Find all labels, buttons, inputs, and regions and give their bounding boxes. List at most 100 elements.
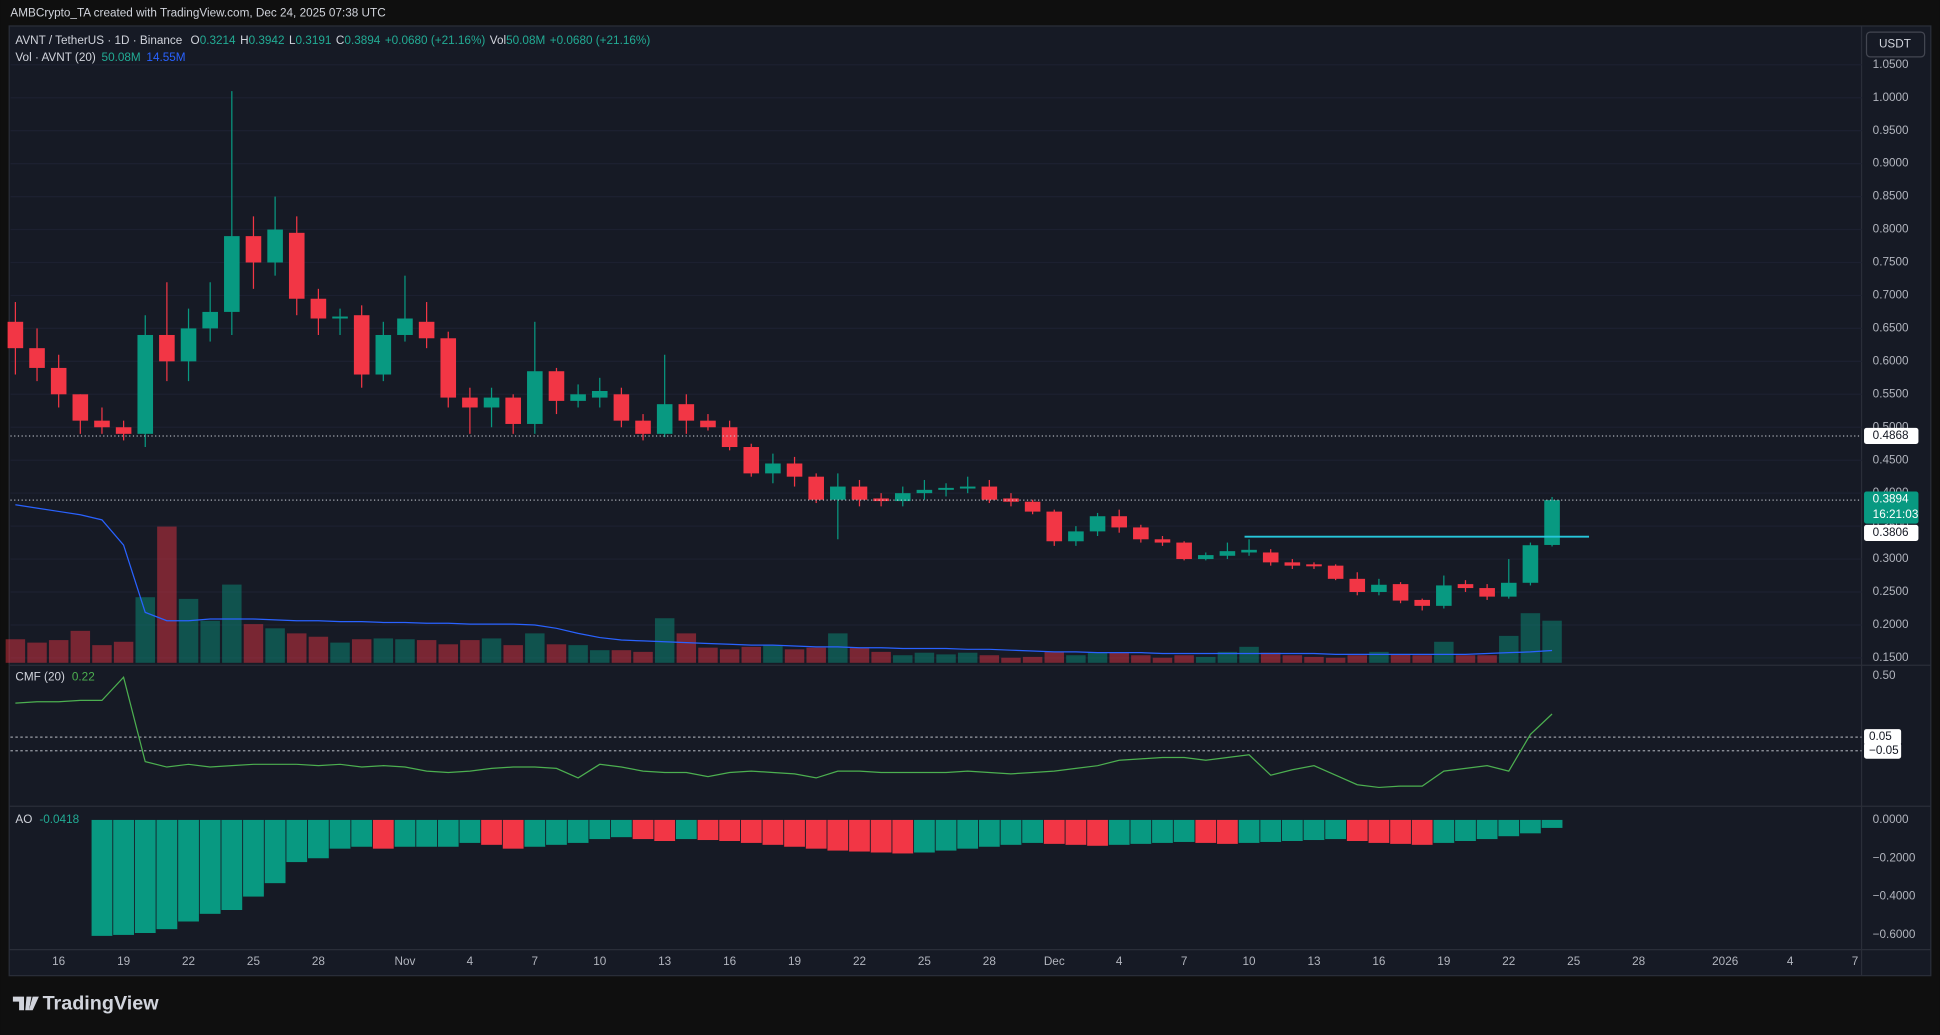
volume-bar	[1217, 651, 1238, 663]
candle-body	[765, 463, 781, 474]
ao-bar	[1281, 819, 1303, 841]
ao-bar	[459, 819, 481, 843]
cmf-tick-label: 0.50	[1873, 669, 1896, 682]
volume-bar	[1022, 656, 1043, 663]
candle-body	[1068, 531, 1084, 542]
candle-body	[894, 493, 911, 502]
volume-bar	[1477, 655, 1497, 663]
y-tick-label: 0.6500	[1873, 321, 1909, 334]
brand: TradingView	[43, 992, 160, 1014]
volume-bar	[1325, 657, 1346, 663]
ao-bar	[849, 819, 870, 852]
y-tick-label: 0.1500	[1873, 651, 1909, 664]
volume-bar	[200, 620, 220, 663]
ao-bar	[675, 819, 697, 840]
candle-body	[1306, 564, 1322, 567]
volume-bar	[438, 644, 458, 663]
candle-body	[1436, 585, 1452, 606]
volume-bar	[1196, 656, 1216, 663]
volume-bar	[1455, 655, 1476, 663]
ao-bar	[1217, 819, 1238, 844]
legend-main: AVNT / TetherUS · 1D · Binance O0.3214 H…	[15, 34, 650, 47]
y-tick-label: 0.6000	[1873, 354, 1909, 367]
ao-bar	[827, 819, 849, 851]
y-tick-label: 0.7500	[1873, 256, 1909, 269]
legend-low: 0.3191	[296, 34, 332, 47]
y-tick-label: 1.0000	[1873, 91, 1909, 104]
candle-body	[1241, 549, 1257, 553]
cmf-level-label: 0.05	[1869, 730, 1892, 743]
x-tick-label: 28	[983, 955, 997, 968]
volume-bar	[1044, 651, 1065, 663]
candle-body	[635, 420, 651, 434]
candle-body	[332, 316, 348, 319]
ao-bar	[1498, 819, 1520, 837]
price-label-box	[1864, 491, 1919, 524]
legend-change: +0.0680 (+21.16%)	[550, 34, 651, 47]
candle-body	[462, 397, 478, 408]
ao-bar	[632, 819, 654, 840]
x-tick-label: 16	[52, 955, 66, 968]
candle-body	[224, 236, 240, 312]
x-tick-label: Nov	[395, 955, 416, 968]
volume-bar	[698, 647, 718, 663]
volume-bar	[1001, 657, 1021, 663]
ao-bar	[329, 819, 351, 849]
candle-body	[851, 486, 868, 500]
y-tick-label: 0.5500	[1873, 387, 1909, 400]
currency-button[interactable]	[1865, 31, 1926, 58]
y-tick-label: 0.3000	[1873, 552, 1909, 565]
y-tick-label: 0.9000	[1873, 157, 1909, 170]
candle-body	[700, 420, 716, 428]
ao-bar	[1130, 819, 1152, 844]
volume-bar	[525, 633, 545, 663]
candle-body	[397, 318, 413, 335]
candle-body	[570, 394, 586, 401]
legend-letter: H	[240, 34, 248, 47]
volume-bar	[178, 598, 199, 663]
candle-body	[548, 371, 565, 401]
candle-body	[1154, 539, 1171, 543]
y-tick-label: 0.7000	[1873, 289, 1909, 302]
chart-frame	[8, 25, 1932, 977]
candle-body	[527, 371, 543, 424]
candle-body	[916, 489, 933, 494]
volume-bar	[1260, 652, 1281, 663]
candle-body	[72, 394, 89, 421]
volume-bar	[351, 639, 372, 663]
candle-body	[1392, 584, 1409, 601]
ao-bar	[394, 819, 416, 847]
ao-bar	[243, 819, 264, 897]
legend-volume: 50.08M	[506, 34, 545, 47]
candle-body	[7, 321, 24, 349]
ao-bar	[1368, 819, 1390, 843]
volume-bar	[1282, 655, 1303, 663]
y-tick-label: 0.4500	[1873, 453, 1909, 466]
candle-body	[310, 298, 327, 319]
price-label: 0.3894	[1873, 493, 1909, 506]
volume-bar	[936, 654, 956, 663]
ao-bar	[481, 819, 502, 845]
x-tick-label: 22	[853, 955, 866, 968]
volume-bar	[654, 618, 675, 663]
candle-body	[115, 427, 132, 434]
volume-bar	[5, 639, 26, 663]
volume-bar	[871, 651, 891, 663]
ao-bar	[264, 819, 286, 884]
volume-bar	[849, 647, 870, 663]
candle-body	[1414, 599, 1430, 606]
price-label-box	[1864, 427, 1919, 444]
ao-bar	[1043, 819, 1065, 844]
x-tick-label: Dec	[1044, 955, 1065, 968]
volume-bar	[1434, 641, 1454, 663]
volume-bar	[806, 647, 826, 663]
x-tick-label: 25	[1567, 955, 1581, 968]
legend-letter: O	[191, 34, 200, 47]
price-label-box	[1864, 524, 1919, 541]
candle-body	[94, 420, 110, 428]
x-tick-label: 4	[1116, 955, 1123, 968]
volume-bar	[287, 633, 307, 663]
ao-bar	[611, 819, 632, 838]
candle-body	[375, 334, 392, 375]
currency-label[interactable]: USDT	[1879, 38, 1911, 51]
